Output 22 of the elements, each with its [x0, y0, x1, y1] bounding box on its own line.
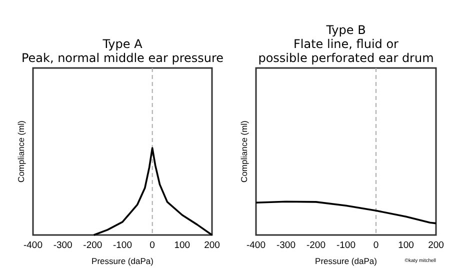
x-tick-label: 100 [174, 240, 190, 251]
chart-title: Type B [325, 23, 366, 37]
x-tick-label: 0 [373, 240, 379, 251]
x-axis-title: Pressure (daPa) [92, 256, 154, 266]
x-tick-label: -400 [23, 240, 43, 251]
x-tick-label: 200 [204, 240, 220, 251]
chart-title: Type A [102, 37, 144, 51]
x-tick-label: 0 [150, 240, 155, 251]
x-tick-label: -300 [276, 240, 296, 251]
chart-subtitle: Peak, normal middle ear pressure [21, 51, 224, 65]
x-tick-label: -200 [83, 240, 102, 251]
x-axis-title: Pressure (daPa) [315, 256, 378, 266]
x-tick-label: 200 [428, 240, 444, 251]
y-axis-title: Compliance (ml) [239, 120, 249, 182]
x-tick-label: -400 [246, 240, 266, 251]
y-axis-title: Compliance (ml) [16, 120, 26, 182]
x-tick-label: 100 [398, 240, 414, 251]
x-tick-label: -200 [306, 240, 326, 251]
x-tick-label: -100 [336, 240, 356, 251]
x-tick-label: -300 [53, 240, 72, 251]
chart-subtitle: Flate line, fluid or possible perforated ear drum [258, 37, 434, 65]
x-tick-label: -100 [112, 240, 132, 251]
